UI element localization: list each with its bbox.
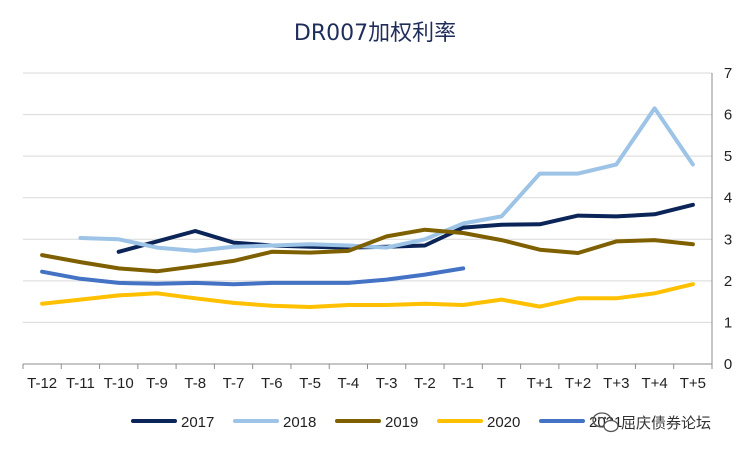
series-line-2020 — [40, 282, 695, 309]
wechat-icon — [592, 412, 619, 433]
legend-label-2017: 2017 — [181, 414, 214, 431]
y-tick-label: 1 — [724, 314, 732, 331]
x-tick-label: T-12 — [27, 375, 57, 392]
axes — [22, 73, 713, 369]
x-tick-label: T+3 — [603, 375, 629, 392]
series-line-2021 — [40, 266, 466, 287]
x-tick-label: T — [497, 375, 506, 392]
y-tick-label: 7 — [724, 65, 732, 82]
y-tick-labels: 0 1 2 3 4 5 6 7 — [724, 65, 732, 373]
series-line-2017 — [116, 202, 695, 254]
x-tick-label: T-8 — [184, 375, 206, 392]
x-tick-label: T-1 — [452, 375, 474, 392]
x-tick-label: T-10 — [104, 375, 134, 392]
grid-lines — [23, 72, 712, 323]
x-tick-label: T+5 — [680, 375, 706, 392]
x-tick-labels: T-12 T-11 T-10 T-9 T-8 T-7 T-6 T-5 T-4 T-3 T-2 T-1 T… — [27, 375, 706, 392]
legend-label-2018: 2018 — [283, 414, 316, 431]
x-tick-label: T-2 — [414, 375, 436, 392]
series-line-2018 — [78, 106, 695, 253]
x-tick-label: T+1 — [527, 375, 553, 392]
x-tick-label: T+4 — [641, 375, 667, 392]
legend-label-2019: 2019 — [385, 414, 418, 431]
x-tick-label: T-4 — [338, 375, 360, 392]
y-tick-label: 2 — [724, 273, 732, 290]
series-lines — [40, 106, 695, 309]
legend: 20172018201920202021 — [131, 414, 622, 431]
y-tick-label: 5 — [724, 148, 732, 165]
x-tick-label: T-11 — [66, 375, 95, 392]
x-tick-label: T-3 — [376, 375, 398, 392]
x-tick-label: T-5 — [299, 375, 321, 392]
x-tick-label: T-7 — [223, 375, 245, 392]
series-line-2019 — [40, 227, 695, 274]
watermark: 屈庆债券论坛 — [592, 412, 711, 433]
y-tick-label: 4 — [724, 190, 732, 207]
y-tick-label: 3 — [724, 231, 732, 248]
x-tick-label: T-9 — [146, 375, 168, 392]
chart-title: DR007加权利率 — [294, 21, 456, 46]
x-tick-label: T+2 — [565, 375, 591, 392]
x-tick-label: T-6 — [261, 375, 283, 392]
y-tick-label: 0 — [724, 356, 732, 373]
y-tick-label: 6 — [724, 107, 732, 124]
watermark-text: 屈庆债券论坛 — [621, 414, 711, 432]
legend-label-2020: 2020 — [487, 414, 520, 431]
